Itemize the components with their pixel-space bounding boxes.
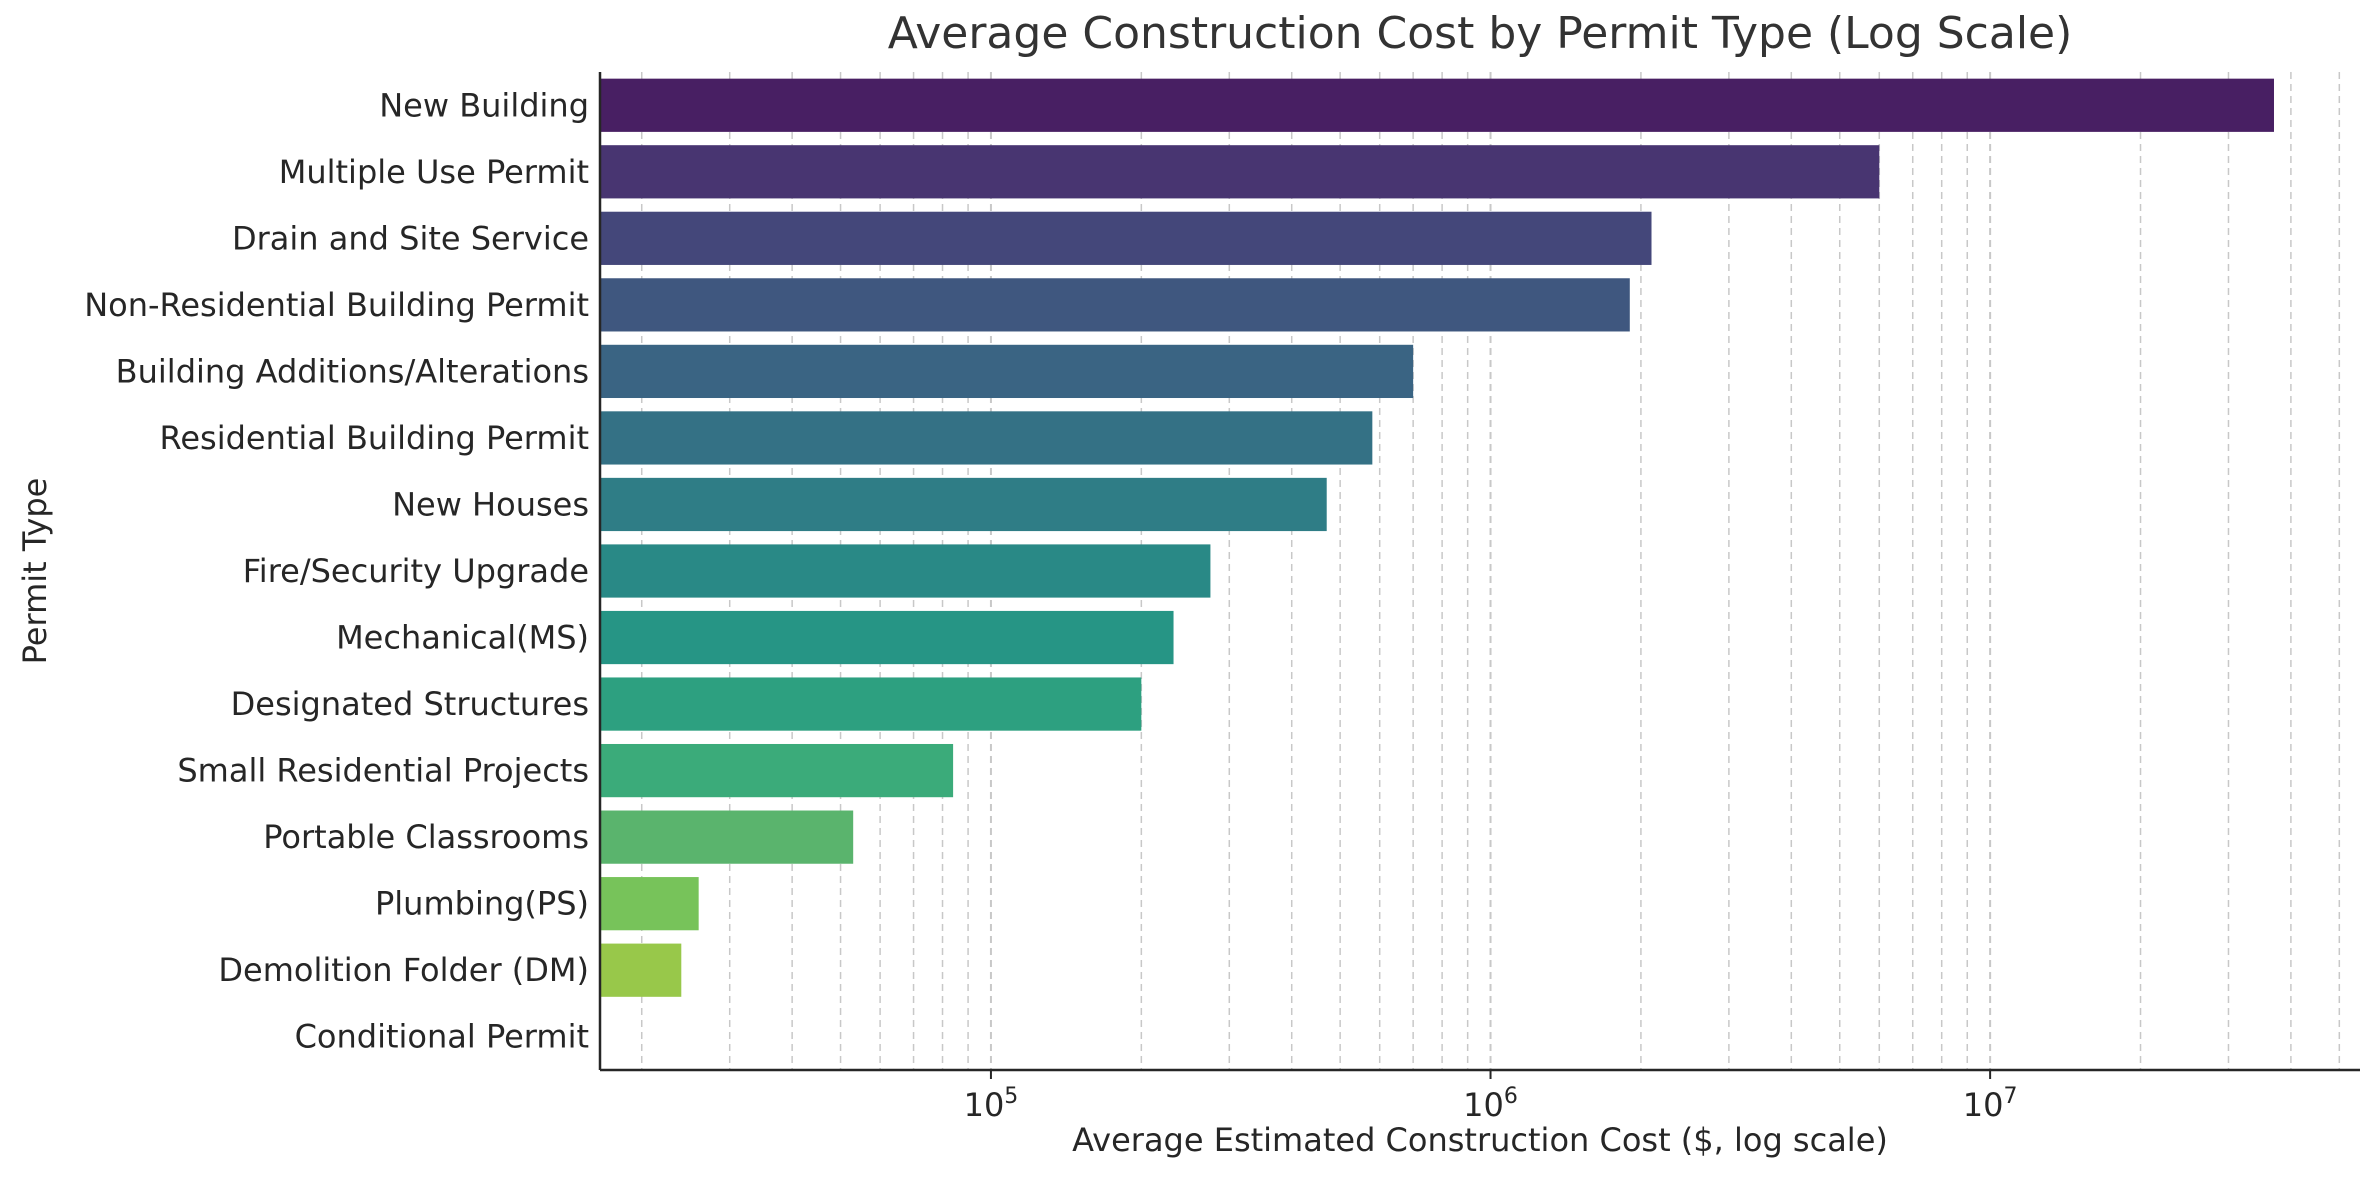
y-tick-label: Building Additions/Alterations [116, 352, 589, 390]
y-tick-label: New Building [379, 86, 589, 124]
y-tick-label: Portable Classrooms [263, 818, 589, 856]
bar-plumbing-ps [600, 877, 699, 931]
x-tick-labels: 105 106 107 [964, 1070, 2018, 1124]
bar-non-residential-building-permit [600, 278, 1630, 332]
y-tick-label: Mechanical(MS) [336, 619, 589, 657]
y-tick-label: New Houses [392, 485, 589, 523]
bar-building-additions-alterations [600, 344, 1414, 399]
y-tick-label: Plumbing(PS) [375, 885, 589, 923]
y-tick-label: Non-Residential Building Permit [84, 286, 589, 324]
x-tick-label: 105 [964, 1084, 1019, 1124]
y-tick-label: Residential Building Permit [160, 419, 589, 457]
bar-portable-classrooms [600, 810, 854, 864]
bar-drain-and-site-service [600, 211, 1652, 265]
bar-new-houses [600, 477, 1327, 532]
y-tick-label: Designated Structures [231, 685, 589, 723]
bar-fire-security-upgrade [600, 544, 1211, 598]
y-tick-label: Multiple Use Permit [279, 153, 589, 191]
chart-title: Average Construction Cost by Permit Type… [887, 8, 2073, 59]
bar-small-residential-projects [600, 743, 954, 798]
y-axis-label: Permit Type [16, 478, 54, 665]
bar-multiple-use-permit [600, 145, 1880, 199]
bar-demolition-folder-dm [600, 943, 682, 997]
x-tick-label: 106 [1463, 1084, 1518, 1124]
y-tick-label: Demolition Folder (DM) [218, 951, 589, 989]
y-tick-label: Drain and Site Service [232, 219, 589, 257]
y-tick-label: Fire/Security Upgrade [243, 552, 589, 590]
x-axis-label: Average Estimated Construction Cost ($, … [1072, 1121, 1888, 1159]
x-tick-label: 107 [1963, 1084, 2018, 1124]
bar-new-building [600, 78, 2274, 132]
y-tick-labels: New Building Multiple Use Permit Drain and… [84, 86, 589, 1055]
bar-residential-building-permit [600, 411, 1373, 465]
bar-designated-structures [600, 677, 1142, 731]
bar-mechanical-ms [600, 610, 1174, 665]
y-tick-label: Small Residential Projects [177, 752, 589, 790]
y-tick-label: Conditional Permit [295, 1018, 589, 1056]
bars [600, 78, 2274, 997]
